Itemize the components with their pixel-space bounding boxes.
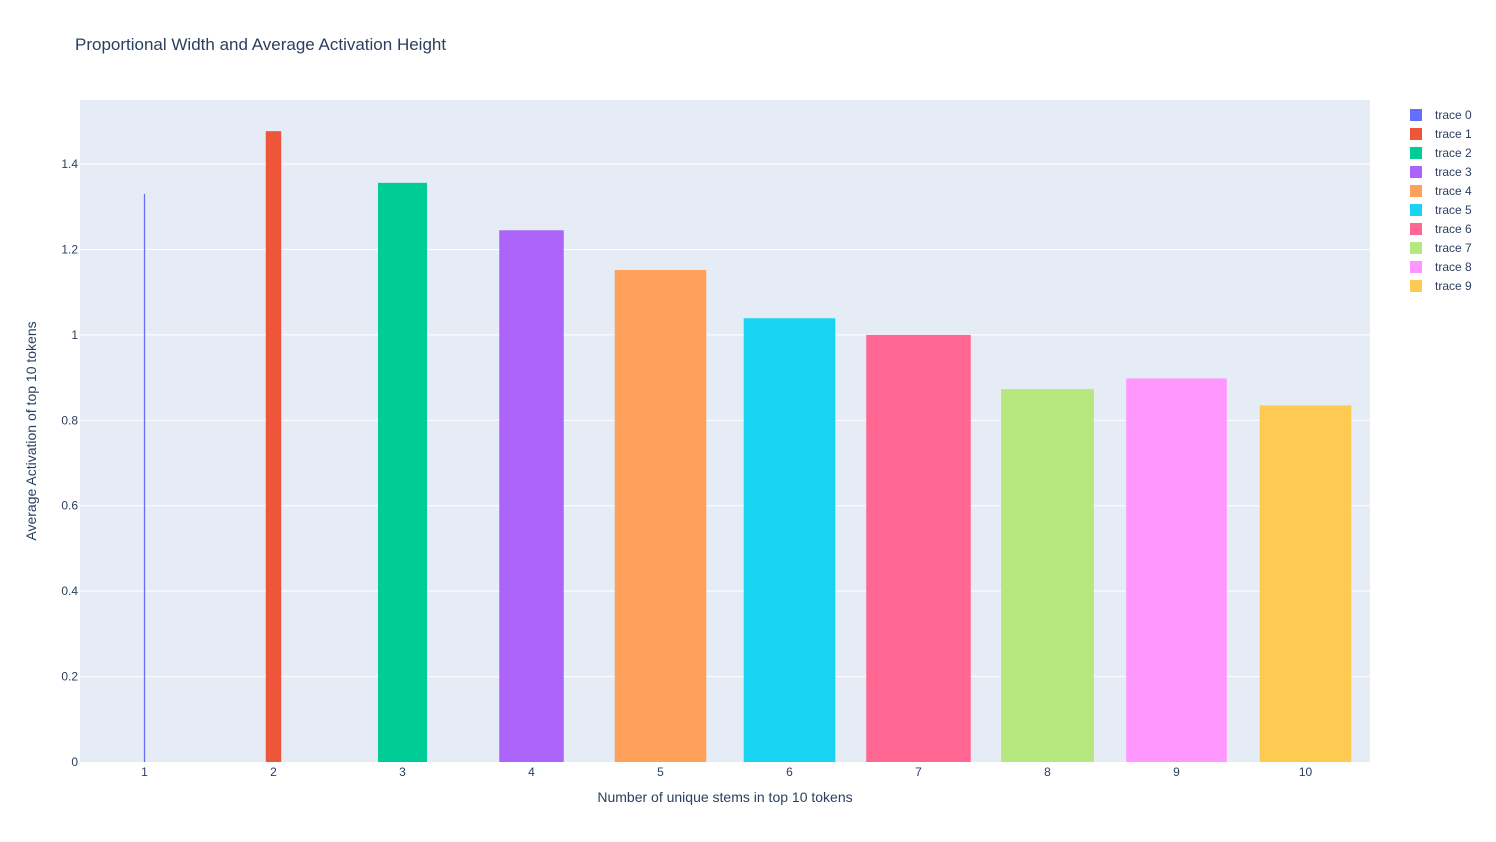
y-tick-label: 0 — [71, 755, 78, 769]
legend-label[interactable]: trace 2 — [1435, 146, 1472, 160]
bar-trace-4[interactable] — [614, 269, 707, 762]
legend-swatch[interactable] — [1410, 109, 1422, 121]
x-tick-label: 10 — [1299, 765, 1313, 779]
legend-swatch[interactable] — [1410, 242, 1422, 254]
x-tick-label: 7 — [915, 765, 922, 779]
legend-swatch[interactable] — [1410, 128, 1422, 140]
bar-trace-3[interactable] — [499, 230, 564, 762]
legend-swatch[interactable] — [1410, 147, 1422, 159]
x-tick-label: 6 — [786, 765, 793, 779]
bar-trace-9[interactable] — [1259, 405, 1352, 762]
legend-swatch[interactable] — [1410, 280, 1422, 292]
x-tick-label: 5 — [657, 765, 664, 779]
bar-trace-8[interactable] — [1126, 378, 1227, 762]
legend: trace 0 trace 1 trace 2 trace 3 trace 4 trace… — [1410, 108, 1472, 293]
bar-trace-7[interactable] — [1001, 389, 1094, 762]
bar-trace-6[interactable] — [866, 334, 971, 762]
x-tick-label: 8 — [1044, 765, 1051, 779]
legend-label[interactable]: trace 7 — [1435, 241, 1472, 255]
x-tick-label: 3 — [399, 765, 406, 779]
y-tick-label: 1 — [71, 328, 78, 342]
legend-swatch[interactable] — [1410, 204, 1422, 216]
legend-label[interactable]: trace 8 — [1435, 260, 1472, 274]
legend-label[interactable]: trace 0 — [1435, 108, 1472, 122]
bar-trace-5[interactable] — [743, 318, 836, 762]
bar-trace-2[interactable] — [377, 182, 428, 762]
bar-trace-1[interactable] — [265, 131, 282, 762]
gridlines — [80, 163, 1370, 678]
y-axis-ticks: 0 0.2 0.4 0.6 0.8 1 1.2 1.4 — [61, 157, 78, 769]
x-tick-label: 2 — [270, 765, 277, 779]
legend-label[interactable]: trace 4 — [1435, 184, 1472, 198]
chart-title: Proportional Width and Average Activatio… — [75, 35, 446, 54]
legend-swatch[interactable] — [1410, 223, 1422, 235]
legend-label[interactable]: trace 5 — [1435, 203, 1472, 217]
bar-trace-0[interactable] — [143, 193, 146, 762]
x-tick-label: 9 — [1173, 765, 1180, 779]
x-axis-ticks: 1 2 3 4 5 6 7 8 9 10 — [141, 765, 1312, 779]
y-tick-label: 1.2 — [61, 242, 78, 256]
legend-swatch[interactable] — [1410, 185, 1422, 197]
x-axis-title: Number of unique stems in top 10 tokens — [597, 789, 852, 805]
y-tick-label: 0.8 — [61, 413, 78, 427]
y-tick-label: 0.2 — [61, 670, 78, 684]
y-tick-label: 0.6 — [61, 499, 78, 513]
legend-swatch[interactable] — [1410, 166, 1422, 178]
legend-label[interactable]: trace 3 — [1435, 165, 1472, 179]
y-axis-title: Average Activation of top 10 tokens — [23, 321, 39, 540]
y-tick-label: 0.4 — [61, 584, 78, 598]
y-tick-label: 1.4 — [61, 157, 78, 171]
legend-label[interactable]: trace 9 — [1435, 279, 1472, 293]
legend-label[interactable]: trace 1 — [1435, 127, 1472, 141]
x-tick-label: 1 — [141, 765, 148, 779]
legend-label[interactable]: trace 6 — [1435, 222, 1472, 236]
legend-swatch[interactable] — [1410, 261, 1422, 273]
bars — [143, 131, 1352, 762]
x-tick-label: 4 — [528, 765, 535, 779]
